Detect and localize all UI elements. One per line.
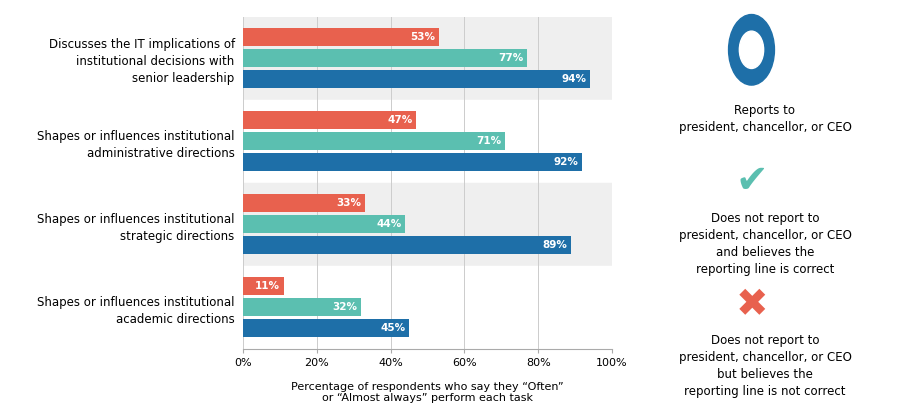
Text: 33%: 33%	[336, 198, 361, 208]
Text: 45%: 45%	[380, 323, 405, 333]
Text: Reports to
president, chancellor, or CEO: Reports to president, chancellor, or CEO	[679, 104, 851, 134]
Text: 89%: 89%	[543, 240, 568, 250]
Bar	[243, 236, 572, 254]
Bar	[243, 111, 417, 129]
Bar	[243, 49, 527, 67]
Bar	[243, 266, 612, 349]
Bar	[243, 100, 612, 183]
Text: 92%: 92%	[554, 157, 579, 167]
Text: ✔: ✔	[735, 161, 768, 200]
Bar	[243, 194, 365, 212]
Text: Does not report to
president, chancellor, or CEO
and believes the
reporting line: Does not report to president, chancellor…	[679, 212, 851, 276]
Text: 44%: 44%	[376, 219, 401, 229]
Bar	[243, 70, 590, 88]
Text: 32%: 32%	[332, 302, 357, 312]
Bar	[243, 319, 410, 337]
X-axis label: Percentage of respondents who say they “Often”
or “Almost always” perform each t: Percentage of respondents who say they “…	[292, 381, 563, 403]
Text: Does not report to
president, chancellor, or CEO
but believes the
reporting line: Does not report to president, chancellor…	[679, 334, 851, 398]
Bar	[243, 153, 582, 171]
Text: 11%: 11%	[255, 281, 280, 291]
Bar	[243, 183, 612, 266]
Text: 77%: 77%	[499, 53, 524, 63]
Bar	[243, 277, 284, 295]
Bar	[243, 132, 505, 150]
Text: 53%: 53%	[410, 32, 435, 42]
Text: 94%: 94%	[562, 74, 586, 84]
Text: 47%: 47%	[388, 115, 413, 125]
Bar	[243, 28, 438, 46]
Text: 71%: 71%	[476, 136, 501, 146]
Circle shape	[729, 15, 774, 85]
Bar	[243, 17, 612, 100]
Circle shape	[740, 31, 763, 68]
Bar	[243, 298, 361, 316]
Bar	[243, 215, 405, 233]
Text: ✖: ✖	[735, 286, 768, 324]
